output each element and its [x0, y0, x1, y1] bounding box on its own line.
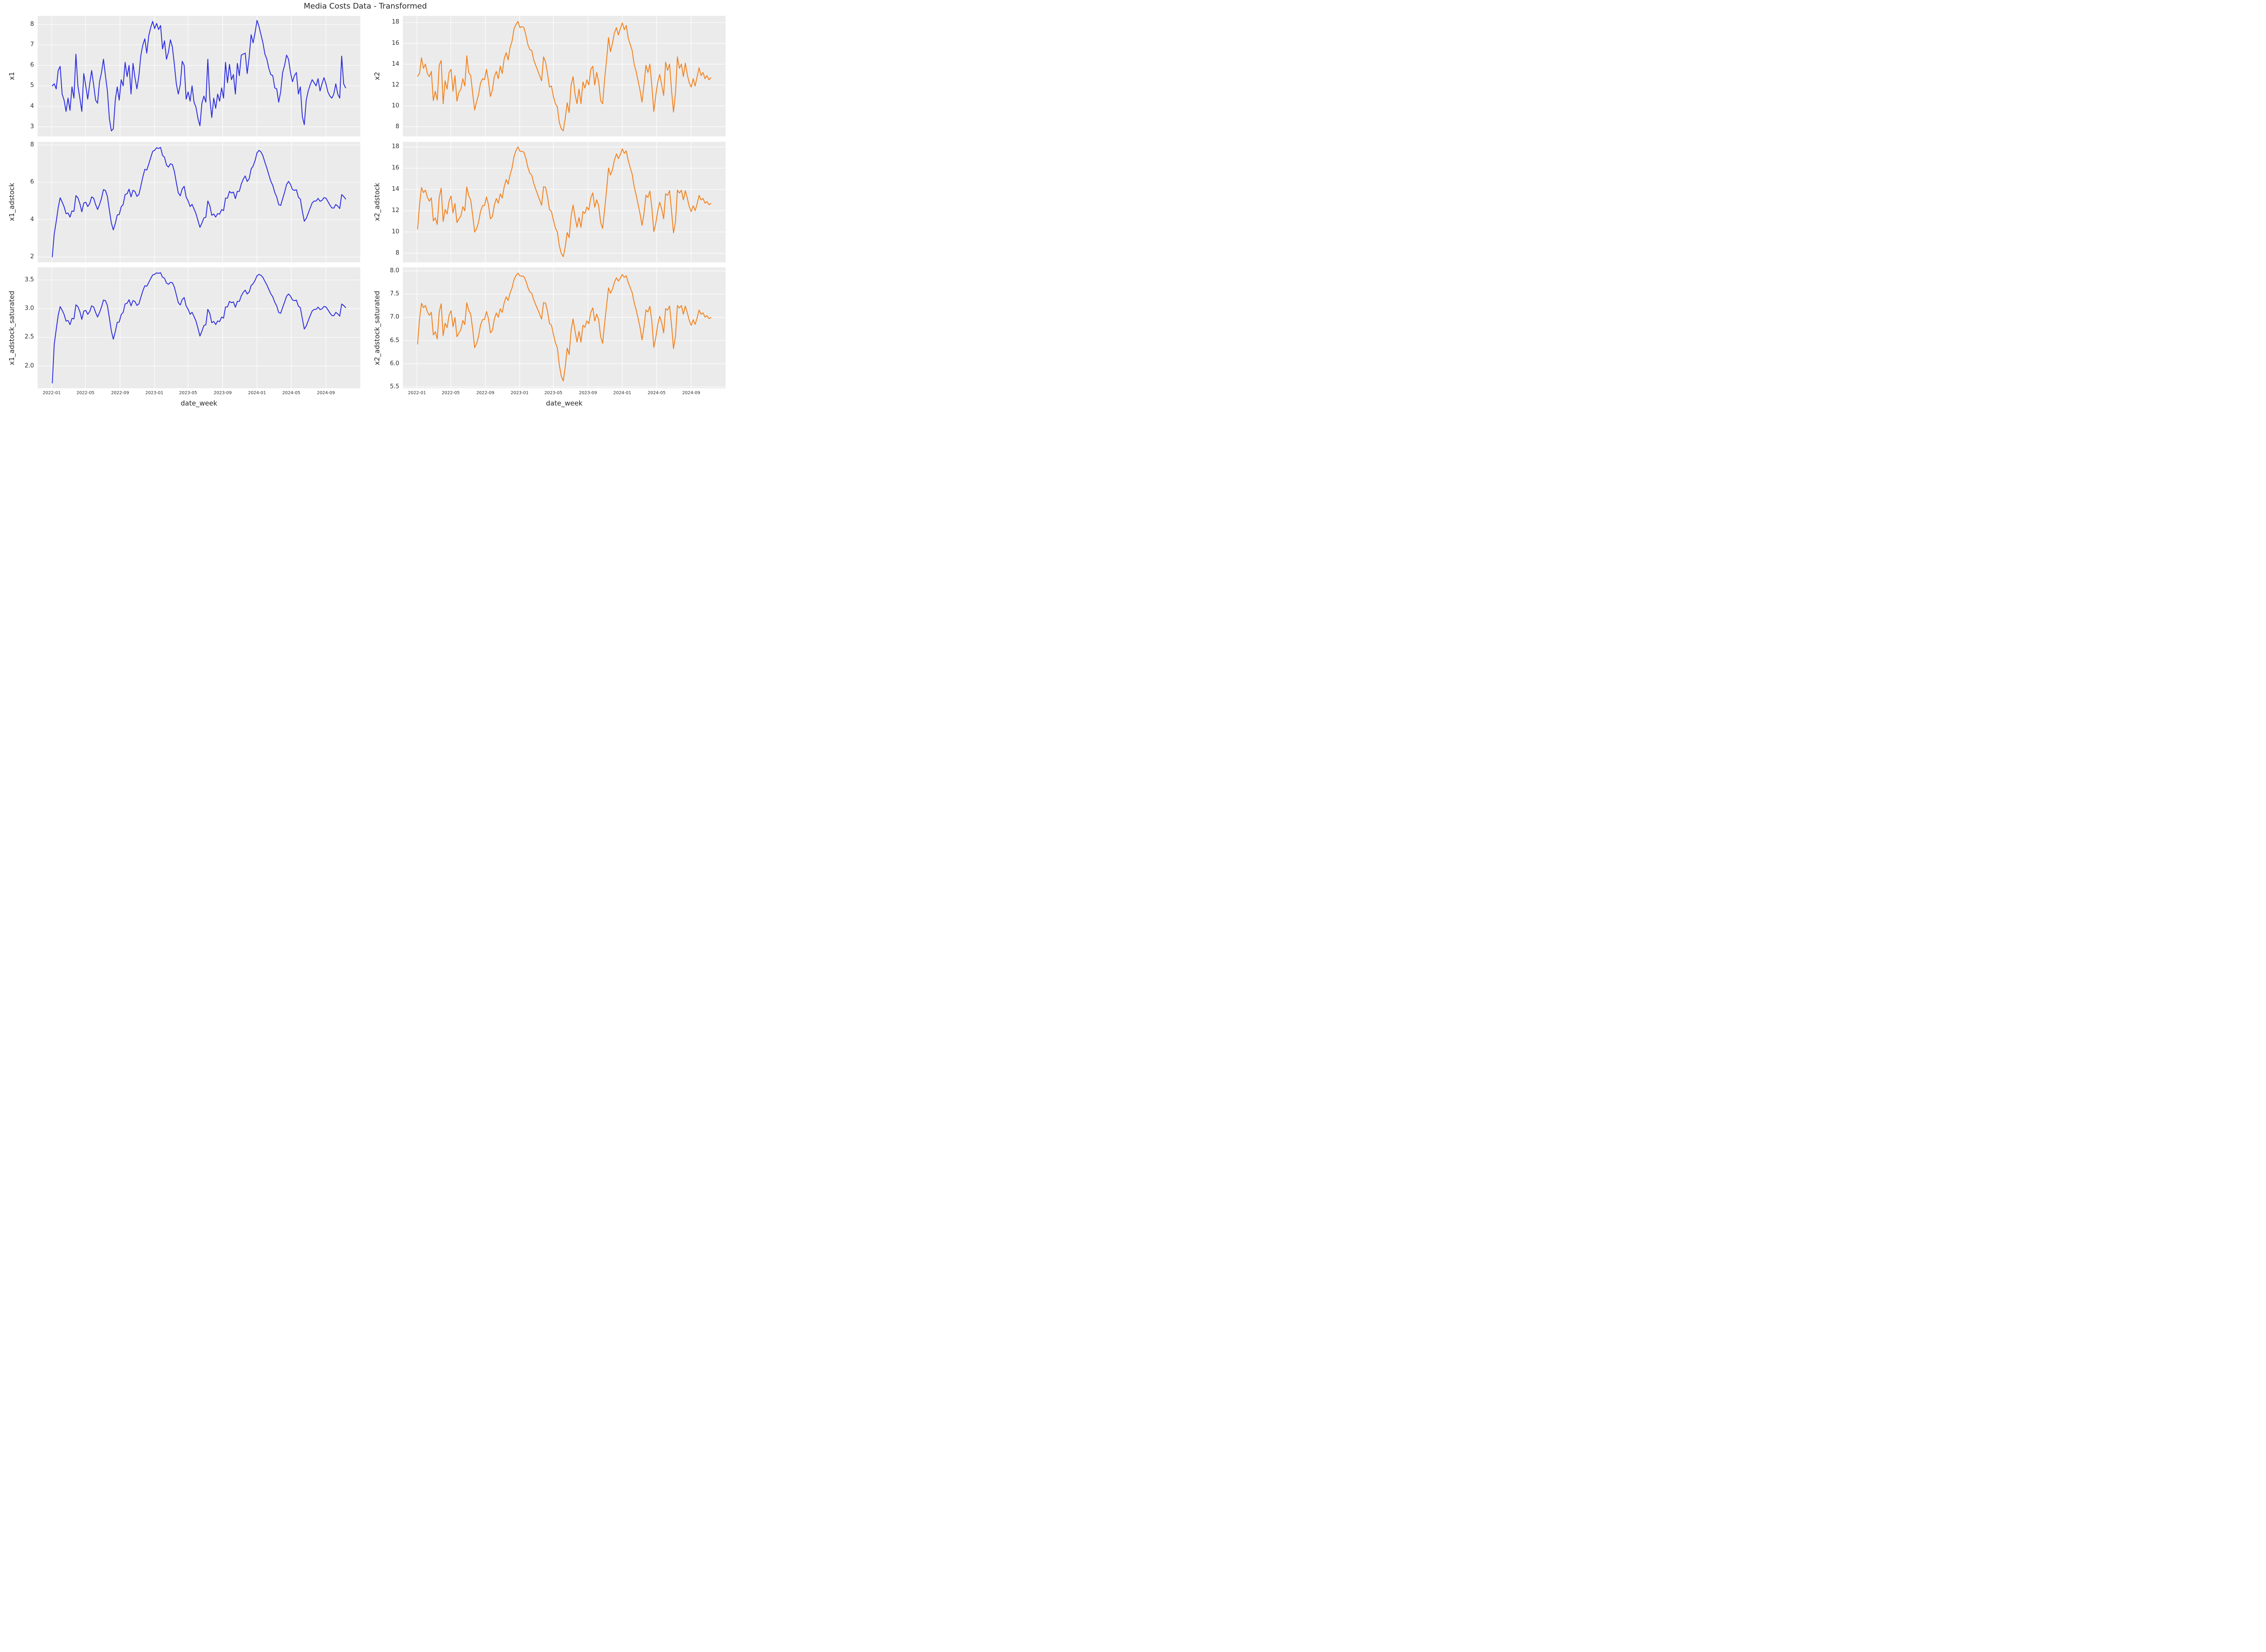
- x-tick-label: 2022-05: [76, 391, 95, 396]
- y-tick-label: 2.0: [24, 362, 34, 369]
- x1_adstock_saturated-line-chart: [38, 267, 360, 388]
- y-tick-label: 8: [30, 20, 34, 28]
- y-tick-label: 3.5: [24, 276, 34, 283]
- y-tick-label: 5: [30, 82, 34, 89]
- x2-line-chart: [403, 16, 726, 136]
- x-tick-label: 2023-01: [145, 391, 164, 396]
- y-tick-label: 8: [30, 141, 34, 148]
- y-tick-label: 12: [392, 81, 399, 88]
- x-axis-label: date_week: [546, 399, 583, 407]
- y-tick-label: 7: [30, 41, 34, 48]
- x-tick-label: 2022-09: [476, 391, 494, 396]
- y-tick-label: 14: [392, 60, 399, 68]
- x-tick-label: 2022-09: [111, 391, 129, 396]
- plot-background: [403, 267, 726, 388]
- y-tick-label: 8: [395, 249, 399, 256]
- subplot-x1: [38, 16, 360, 136]
- x1_adstock_saturated-series-line: [52, 272, 346, 384]
- y-tick-label: 18: [392, 143, 399, 150]
- y-tick-label: 6: [30, 179, 34, 186]
- y-tick-label: 7.0: [390, 314, 399, 321]
- x1-series-line: [52, 19, 346, 131]
- subplot-x1_adstock: [38, 142, 360, 262]
- plot-background: [403, 16, 726, 136]
- y-tick-label: 16: [392, 39, 399, 47]
- y-axis-label-x1_adstock: x1_adstock: [8, 183, 16, 222]
- y-tick-label: 18: [392, 19, 399, 26]
- x-tick-label: 2023-05: [179, 391, 197, 396]
- y-tick-label: 3.0: [24, 305, 34, 312]
- plot-background: [38, 267, 360, 388]
- y-tick-label: 16: [392, 164, 399, 172]
- subplot-x1_adstock_saturated: [38, 267, 360, 388]
- x-axis-label: date_week: [180, 399, 218, 407]
- x1_adstock-line-chart: [38, 142, 360, 262]
- x-tick-label: 2023-01: [510, 391, 529, 396]
- y-tick-label: 8: [395, 123, 399, 130]
- x-tick-label: 2023-05: [544, 391, 562, 396]
- plot-background: [403, 142, 726, 262]
- x-tick-label: 2024-01: [613, 391, 631, 396]
- y-tick-label: 2: [30, 253, 34, 261]
- y-tick-label: 6.5: [390, 337, 399, 344]
- x2_adstock-series-line: [417, 146, 712, 257]
- y-tick-label: 3: [30, 123, 34, 130]
- x-tick-label: 2024-09: [682, 391, 701, 396]
- y-tick-label: 7.5: [390, 290, 399, 298]
- subplot-x2: [403, 16, 726, 136]
- x-tick-label: 2024-01: [248, 391, 266, 396]
- y-axis-label-x2: x2: [373, 72, 381, 81]
- y-tick-label: 5.5: [390, 383, 399, 390]
- x-tick-label: 2022-01: [43, 391, 61, 396]
- x-tick-label: 2024-05: [648, 391, 666, 396]
- x-tick-label: 2023-09: [579, 391, 597, 396]
- x1-line-chart: [38, 16, 360, 136]
- x-tick-label: 2024-05: [282, 391, 300, 396]
- y-tick-label: 4: [30, 216, 34, 223]
- y-tick-label: 10: [392, 228, 399, 235]
- y-axis-label-x1: x1: [8, 72, 16, 81]
- x2-series-line: [417, 21, 712, 131]
- x1_adstock-series-line: [52, 147, 346, 257]
- figure-title: Media Costs Data - Transformed: [304, 2, 427, 11]
- plot-background: [38, 142, 360, 262]
- y-tick-label: 6.0: [390, 360, 399, 367]
- y-tick-label: 8.0: [390, 267, 399, 275]
- x-tick-label: 2022-05: [441, 391, 460, 396]
- figure: Media Costs Data - Transformed x1 3 4 5 6 7 8 x…: [0, 0, 731, 413]
- y-tick-label: 14: [392, 186, 399, 193]
- y-tick-label: 2.5: [24, 333, 34, 341]
- x-tick-label: 2023-09: [213, 391, 232, 396]
- x2_adstock_saturated-line-chart: [403, 267, 726, 388]
- x2_adstock_saturated-series-line: [417, 272, 712, 382]
- y-axis-label-x1_adstock_saturated: x1_adstock_saturated: [8, 290, 16, 365]
- y-axis-label-x2_adstock_saturated: x2_adstock_saturated: [373, 290, 381, 365]
- subplot-x2_adstock: [403, 142, 726, 262]
- subplot-x2_adstock_saturated: [403, 267, 726, 388]
- y-tick-label: 12: [392, 207, 399, 214]
- x-tick-label: 2022-01: [408, 391, 426, 396]
- y-axis-label-x2_adstock: x2_adstock: [373, 183, 381, 222]
- y-tick-label: 6: [30, 62, 34, 69]
- y-tick-label: 10: [392, 102, 399, 109]
- plot-background: [38, 16, 360, 136]
- x-tick-label: 2024-09: [317, 391, 335, 396]
- y-tick-label: 4: [30, 102, 34, 110]
- x2_adstock-line-chart: [403, 142, 726, 262]
